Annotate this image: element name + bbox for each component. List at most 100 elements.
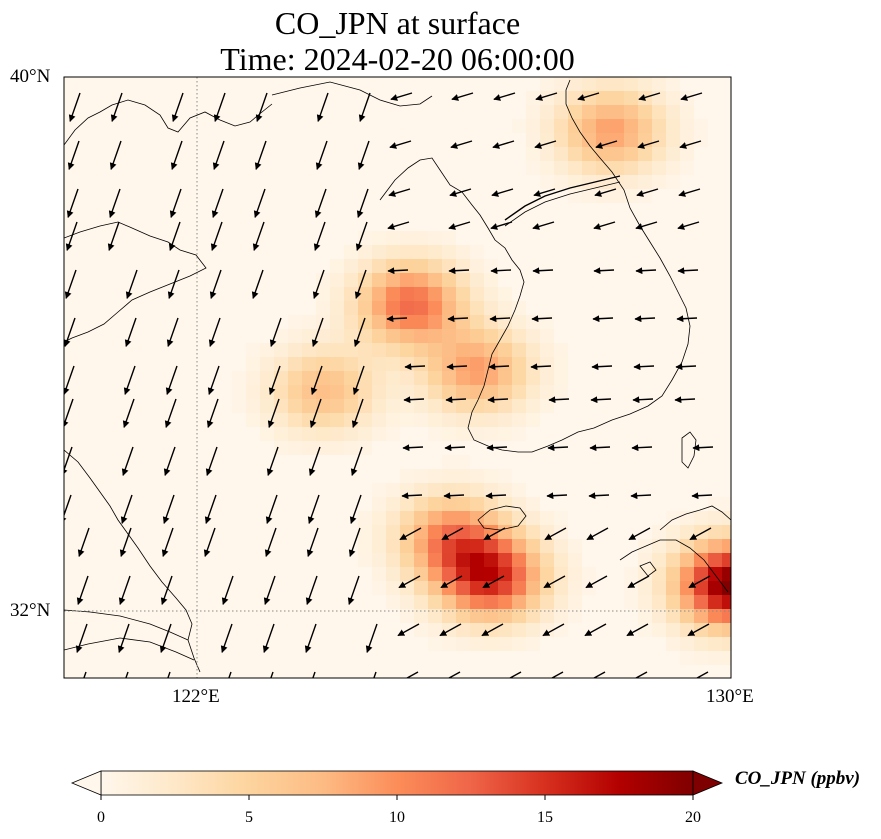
field-cell [470,287,484,301]
field-cell [540,105,554,119]
field-cell [694,595,708,609]
field-cell [344,441,358,455]
field-cell [470,427,484,441]
wind-arrow [163,446,176,476]
wind-arrow [490,221,513,230]
field-cell [624,105,638,119]
field-cell [680,147,694,161]
field-cell [526,567,540,581]
wind-arrow [637,140,660,149]
field-cell [498,357,512,371]
wind-arrow [262,623,275,653]
field-cell [414,483,428,497]
field-cell [610,119,624,133]
wind-arrow [532,267,554,275]
field-cell [638,77,652,91]
field-cell [386,385,400,399]
field-cell [652,623,666,637]
wind-arrow [66,188,79,218]
field-cell [246,357,260,371]
wind-arrow [678,188,701,197]
wind-arrow [577,92,600,101]
field-cell [512,609,526,623]
field-cell [428,637,442,651]
field-cell [498,595,512,609]
field-cell [386,567,400,581]
wind-arrow [679,140,702,149]
field-cell [400,371,414,385]
field-cell [414,343,428,357]
field-cell [414,329,428,343]
wind-arrow [125,269,138,299]
field-cell [400,511,414,525]
field-cell [344,273,358,287]
field-cell [498,609,512,623]
field-cell [708,497,722,511]
field-cell [442,427,456,441]
field-cell [554,595,568,609]
field-cell [428,553,442,567]
field-cell [568,553,582,567]
wind-arrow [677,267,699,275]
field-cell [456,329,470,343]
field-cell [526,161,540,175]
field-cell [442,315,456,329]
field-cell [582,147,596,161]
field-cell [428,273,442,287]
field-cell [652,175,666,189]
field-cell [442,525,456,539]
field-cell [316,343,330,357]
wind-arrow [365,623,378,653]
field-cell [708,553,722,567]
wind-vectors [64,92,714,678]
field-cell [484,497,498,511]
field-cell [456,343,470,357]
field-cell [666,105,680,119]
field-cell [358,427,372,441]
field-cell [526,525,540,539]
field-cell [484,273,498,287]
field-cell [694,609,708,623]
field-cell [274,385,288,399]
wind-arrow [535,92,558,101]
field-cell [470,343,484,357]
wind-arrow [401,492,423,500]
field-cell [540,147,554,161]
field-cell [568,539,582,553]
field-cell [316,385,330,399]
field-cell [428,567,442,581]
field-cell [330,427,344,441]
field-cell [470,623,484,637]
field-cell [456,315,470,329]
field-cell [330,385,344,399]
field-cell [512,595,526,609]
field-cell [498,413,512,427]
field-cell [358,441,372,455]
field-cell [386,343,400,357]
field-cell [568,133,582,147]
field-cell [484,637,498,651]
field-cell [428,259,442,273]
gotō-islands [639,561,657,577]
field-cell [246,385,260,399]
field-cell [582,175,596,189]
wind-arrow [83,671,87,678]
field-cell [652,567,666,581]
wind-arrow [398,575,421,589]
field-cell [330,329,344,343]
field-cell [540,315,554,329]
field-cell [498,553,512,567]
field-cell [624,161,638,175]
wind-arrow [488,363,510,371]
field-cell [442,539,456,553]
field-cell [372,231,386,245]
field-cell [330,357,344,371]
wind-arrow [203,527,216,557]
field-cell [512,497,526,511]
field-cell [456,595,470,609]
field-cell [554,175,568,189]
wind-arrow [440,575,463,589]
field-cell [372,525,386,539]
field-cell [372,371,386,385]
lon-label: 130°E [706,686,754,707]
